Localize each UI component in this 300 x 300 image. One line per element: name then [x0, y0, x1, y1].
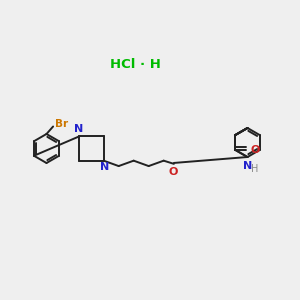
Text: N: N [100, 162, 109, 172]
Text: H: H [251, 164, 259, 174]
Text: HCl · H: HCl · H [110, 58, 160, 71]
Text: Br: Br [55, 119, 68, 129]
Text: N: N [74, 124, 83, 134]
Text: O: O [169, 167, 178, 176]
Text: N: N [243, 160, 252, 171]
Text: O: O [250, 145, 260, 155]
